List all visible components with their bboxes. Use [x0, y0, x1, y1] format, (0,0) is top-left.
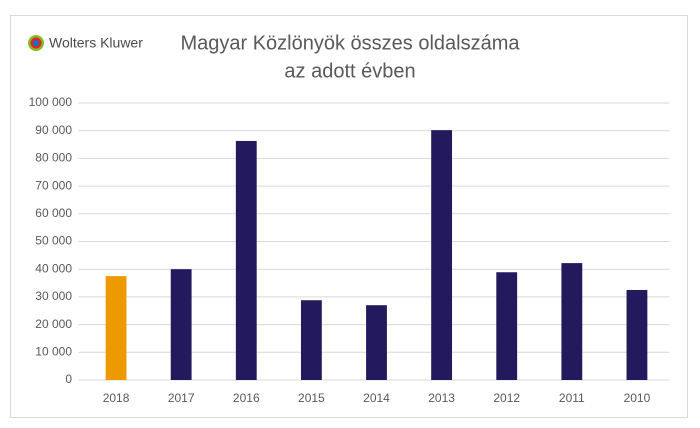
bar	[170, 269, 192, 380]
bar	[561, 263, 583, 380]
x-tick-label: 2012	[493, 391, 520, 405]
bar	[496, 272, 518, 380]
x-tick-label: 2014	[363, 391, 390, 405]
x-tick-label: 2015	[298, 391, 325, 405]
logo-icon	[28, 35, 44, 51]
logo-text: Wolters Kluwer	[49, 35, 143, 51]
bar	[300, 300, 322, 380]
x-tick-label: 2017	[168, 391, 195, 405]
y-tick-label: 70 000	[35, 178, 72, 192]
chart-title: Magyar Közlönyök összes oldalszáma	[180, 32, 520, 54]
bar	[431, 130, 453, 380]
x-tick-label: 2010	[624, 391, 651, 405]
bar	[235, 140, 257, 380]
y-tick-label: 30 000	[35, 289, 72, 303]
bar	[626, 289, 648, 380]
bar	[105, 276, 127, 380]
x-tick-label: 2016	[233, 391, 260, 405]
y-tick-label: 80 000	[35, 151, 72, 165]
chart-title: az adott évben	[284, 60, 415, 82]
y-tick-label: 20 000	[35, 317, 72, 331]
bar	[366, 305, 387, 380]
y-tick-label: 90 000	[35, 123, 72, 137]
y-tick-label: 100 000	[29, 95, 73, 109]
x-tick-label: 2013	[428, 391, 455, 405]
x-tick-label: 2018	[103, 391, 130, 405]
y-tick-label: 0	[65, 372, 72, 386]
x-tick-label: 2011	[559, 391, 585, 405]
y-tick-label: 40 000	[35, 261, 72, 275]
y-tick-label: 10 000	[35, 344, 72, 358]
y-tick-label: 60 000	[35, 206, 72, 220]
y-tick-label: 50 000	[35, 234, 72, 248]
